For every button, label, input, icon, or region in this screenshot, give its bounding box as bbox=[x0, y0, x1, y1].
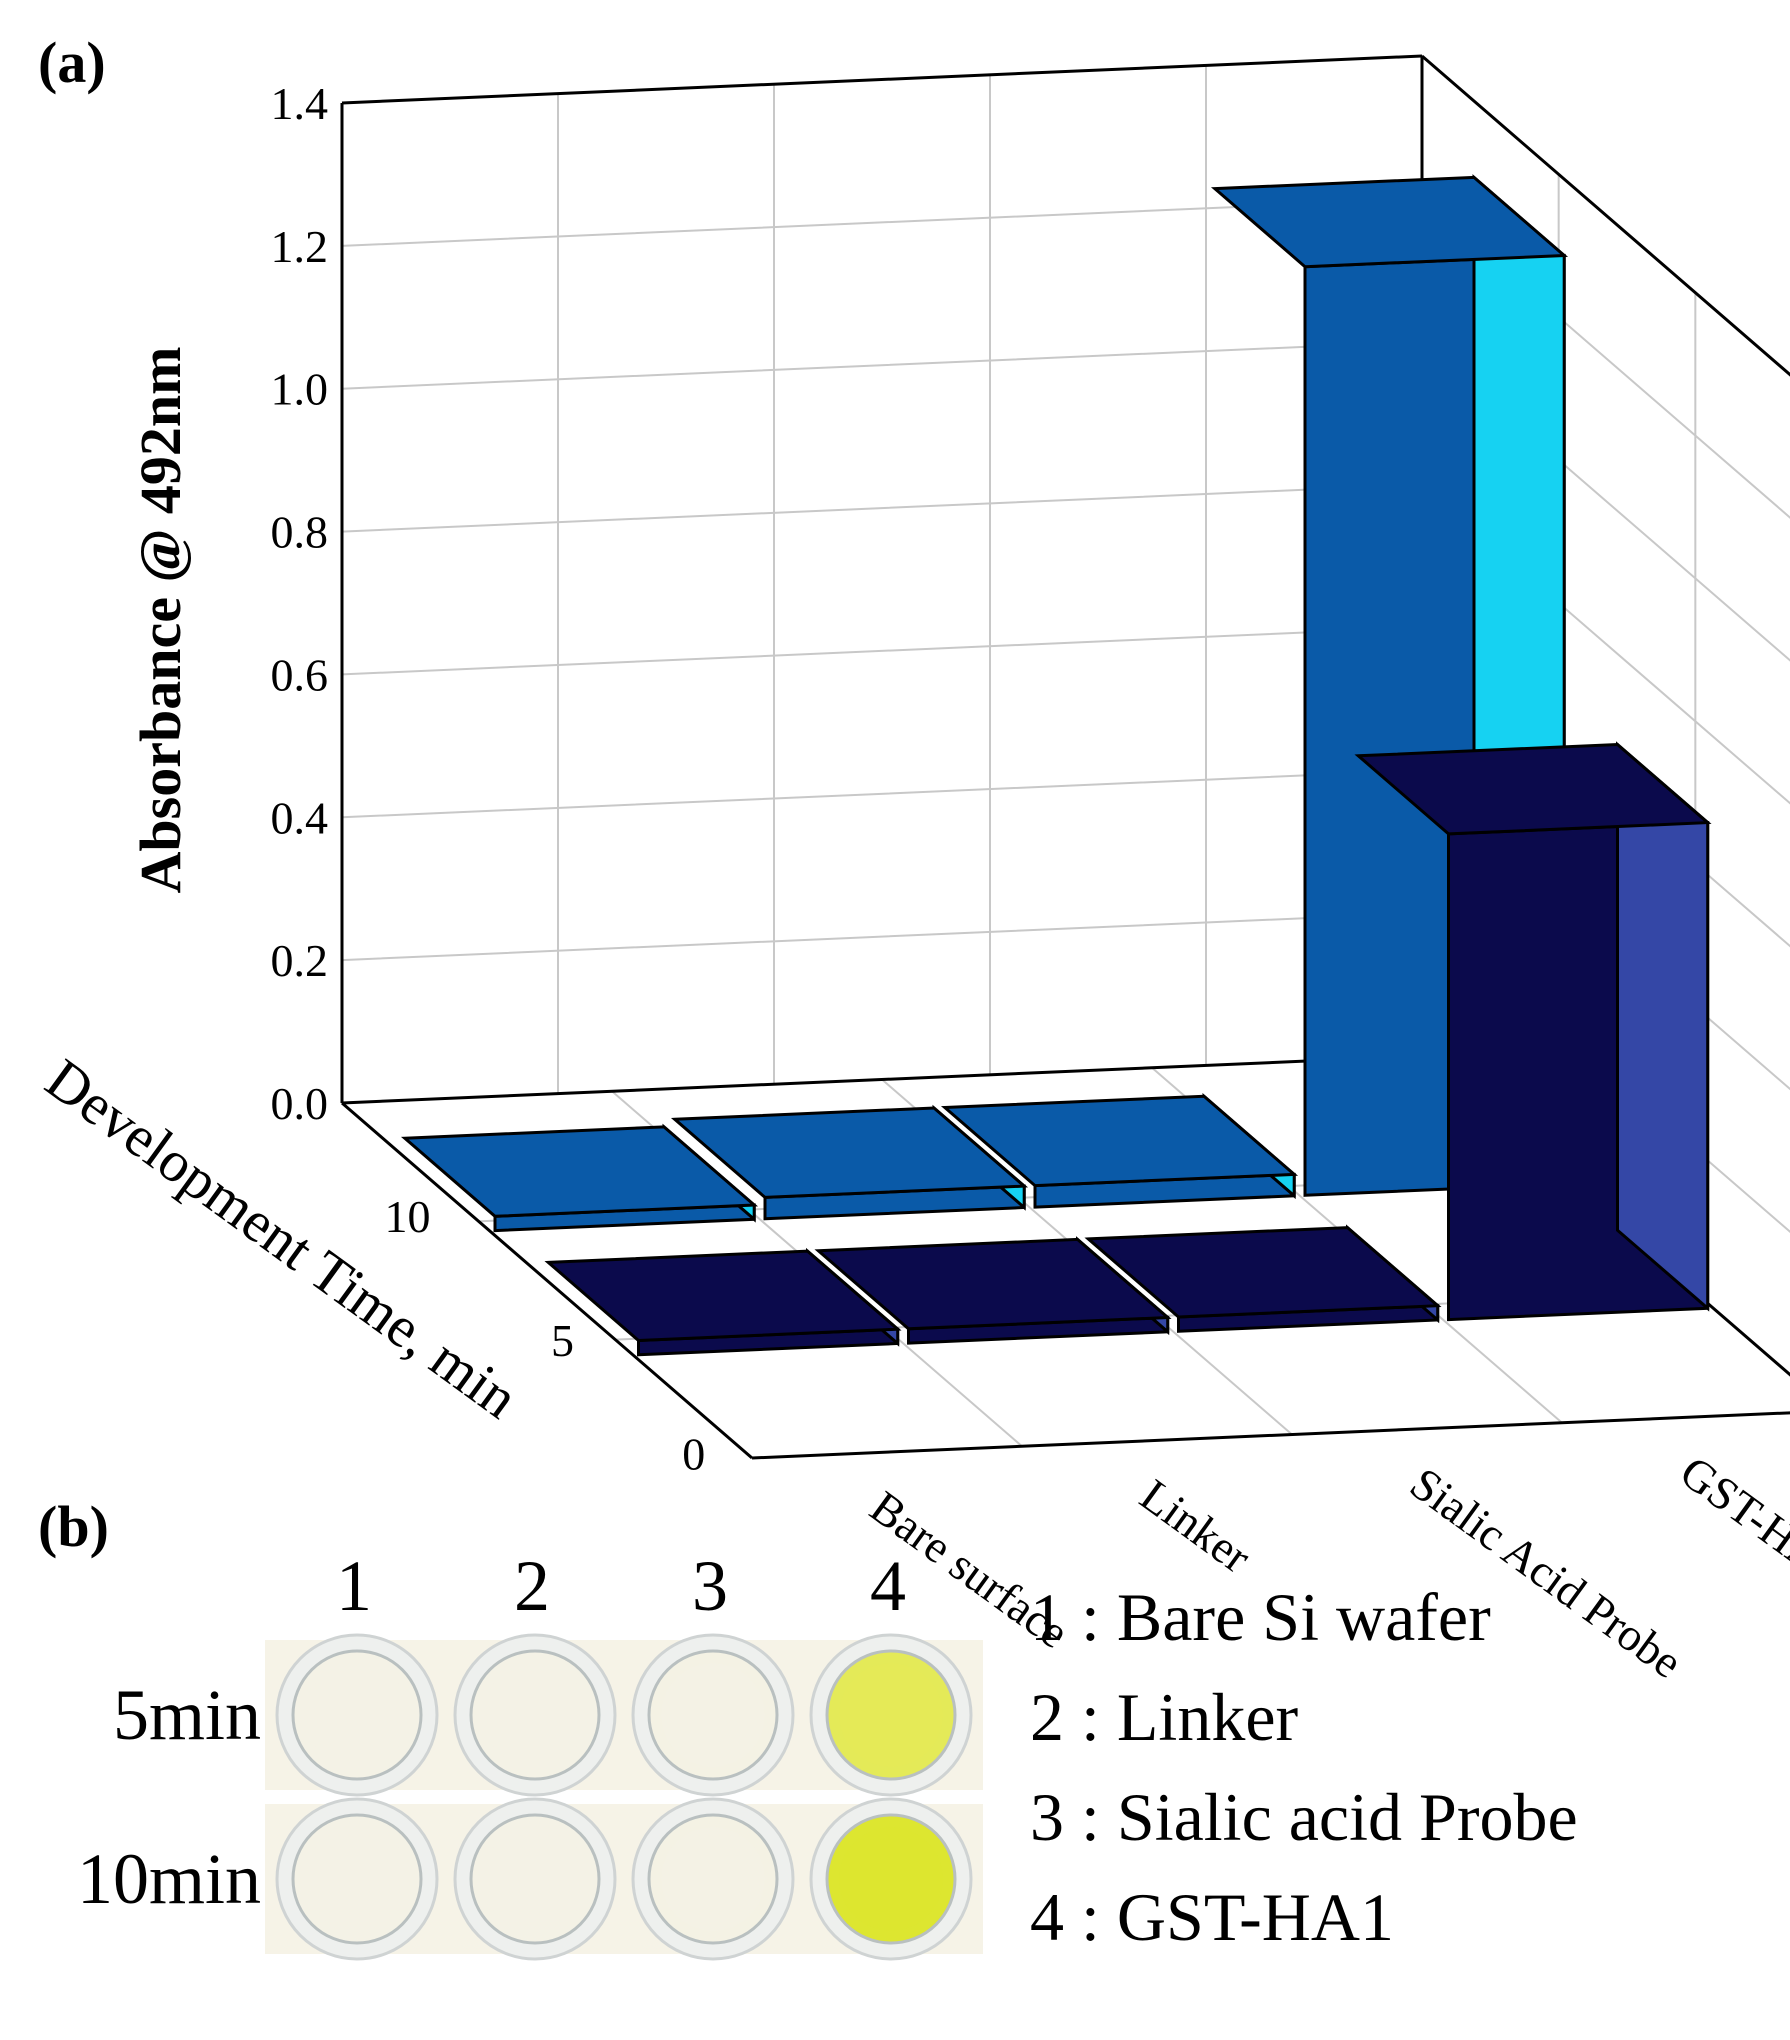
well-column-number: 3 bbox=[692, 1546, 728, 1626]
well-column-number: 4 bbox=[870, 1546, 906, 1626]
well-row-label: 10min bbox=[77, 1839, 261, 1919]
well-column-number: 2 bbox=[514, 1546, 550, 1626]
plate-legend-item: 4 : GST-HA1 bbox=[1030, 1879, 1394, 1955]
y-tick-label: 1.4 bbox=[271, 78, 329, 129]
plate-legend-item: 2 : Linker bbox=[1030, 1679, 1299, 1755]
y-tick-label: 0.0 bbox=[271, 1078, 329, 1129]
well-plate-photo: 1 2 3 4 5min 10min 1 : Bare Si wafer 2 : Linker… bbox=[77, 1546, 1578, 1961]
well-column-number: 1 bbox=[336, 1546, 372, 1626]
panel-b-label: (b) bbox=[38, 1494, 109, 1559]
well bbox=[809, 1633, 973, 1797]
y-tick-label: 1.0 bbox=[271, 364, 329, 415]
bar-10min-2 bbox=[940, 1093, 1299, 1209]
category-label: GST-HA1 bbox=[1671, 1446, 1790, 1597]
well bbox=[275, 1633, 439, 1797]
y-tick-label: 1.2 bbox=[271, 221, 329, 272]
well bbox=[453, 1633, 617, 1797]
bar-5min-3 bbox=[1354, 741, 1712, 1322]
panel-a-label: (a) bbox=[38, 30, 106, 95]
depth-tick-label: 0 bbox=[682, 1429, 705, 1480]
depth-tick-label: 5 bbox=[551, 1315, 574, 1366]
well bbox=[631, 1797, 795, 1961]
y-tick-label: 0.6 bbox=[271, 649, 329, 700]
well-row-label: 5min bbox=[113, 1675, 261, 1755]
y-tick-label: 0.8 bbox=[271, 507, 329, 558]
axis-frame-edge bbox=[341, 1054, 1423, 1105]
axis-frame-edge bbox=[341, 54, 1423, 105]
category-label: Linker bbox=[1131, 1469, 1260, 1582]
y-tick-label: 0.4 bbox=[271, 792, 329, 843]
chart-bars bbox=[400, 174, 1712, 1357]
y-tick-label: 0.2 bbox=[271, 935, 329, 986]
well bbox=[453, 1797, 617, 1961]
bar-10min-0 bbox=[400, 1123, 759, 1233]
bar-10min-1 bbox=[670, 1104, 1029, 1221]
axis-frame-edge bbox=[341, 1101, 753, 1460]
bar-5min-0 bbox=[544, 1247, 902, 1357]
y-axis-title: Absorbance @ 492nm bbox=[128, 347, 193, 894]
axis-frame-edge bbox=[1421, 54, 1790, 377]
axis-frame-edge bbox=[751, 1411, 1790, 1460]
depth-tick-label: 10 bbox=[385, 1191, 431, 1242]
plate-legend-item: 1 : Bare Si wafer bbox=[1030, 1579, 1491, 1655]
plate-legend-item: 3 : Sialic acid Probe bbox=[1030, 1779, 1578, 1855]
bar-5min-2 bbox=[1084, 1224, 1442, 1333]
well bbox=[631, 1633, 795, 1797]
well bbox=[809, 1797, 973, 1961]
bar-5min-1 bbox=[814, 1236, 1172, 1345]
well bbox=[275, 1797, 439, 1961]
